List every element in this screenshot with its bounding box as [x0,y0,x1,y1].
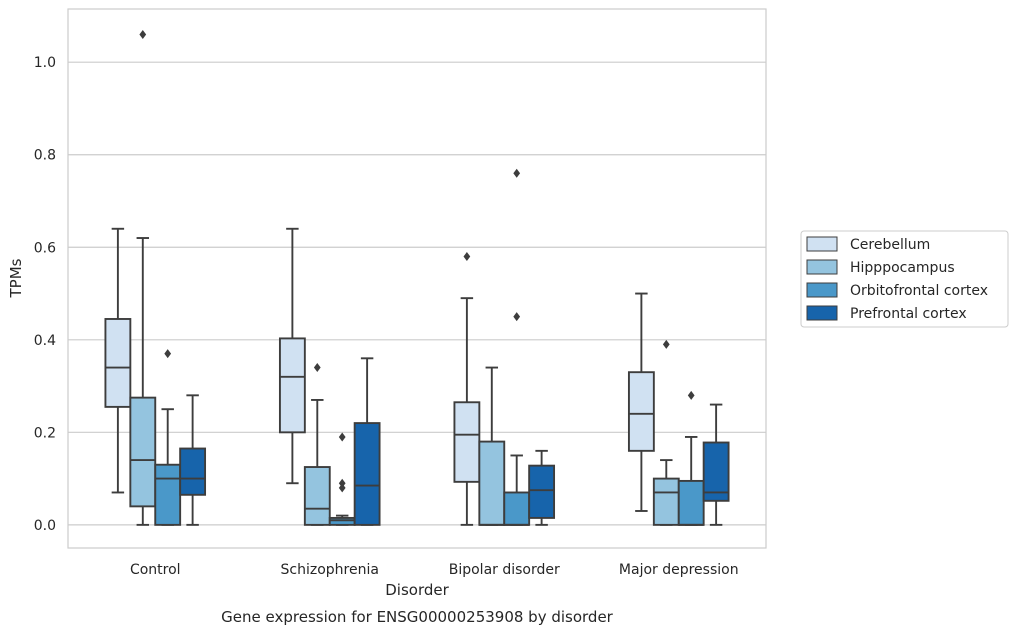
box-group [677,390,705,526]
outlier-point [513,168,521,178]
x-tick-label: Bipolar disorder [449,562,560,578]
box-plots [104,29,730,526]
legend-label: Cerebellum [850,237,930,253]
x-axis-label: Disorder [385,581,449,599]
x-tick-label: Schizophrenia [281,562,379,578]
box-group [303,363,331,526]
plot-frame [67,8,767,549]
box [478,440,506,526]
outlier-point [338,432,346,442]
box-group [503,168,531,526]
box-group [278,227,306,485]
x-tick-label: Major depression [619,562,739,578]
legend-swatch [806,259,838,275]
box-group [129,29,157,526]
box [104,318,132,408]
box-group [453,252,481,526]
y-tick-label: 0.4 [34,333,56,349]
y-axis-ticks: 0.0 0.2 0.4 0.6 0.8 1.0 [34,55,56,534]
box [278,337,306,434]
legend-label: Prefrontal cortex [850,306,967,322]
box [453,401,481,483]
legend-swatch [806,305,838,321]
legend-frame [800,230,1009,328]
box [528,464,556,519]
legend-label: Hipppocampus [850,260,955,276]
legend: Cerebellum Hipppocampus Orbitofrontal cort… [800,230,1009,328]
outlier-point [164,349,172,359]
box [328,516,356,526]
legend-label: Orbitofrontal cortex [850,283,988,299]
y-tick-label: 0.6 [34,240,56,256]
box-group [652,339,680,526]
box [652,477,680,526]
box [154,463,182,526]
outlier-point [687,390,695,400]
box-group [627,292,655,512]
box-group [154,349,182,526]
y-axis-label: TPMs [7,258,25,298]
legend-swatch [806,282,838,298]
box [503,491,531,526]
box [677,479,705,526]
box [179,447,207,496]
legend-swatch [806,236,838,252]
gridlines [68,61,766,526]
outlier-point [139,29,147,39]
outlier-point [463,252,471,262]
y-tick-label: 0.8 [34,148,56,164]
outlier-point [338,483,346,493]
outlier-point [662,339,670,349]
outlier-point [338,478,346,488]
chart-caption: Gene expression for ENSG00000253908 by d… [221,608,614,626]
box [129,396,157,508]
box [702,441,730,502]
box [303,466,331,526]
outlier-point [313,363,321,373]
x-tick-label: Control [130,562,181,578]
box [353,422,381,526]
y-tick-label: 1.0 [34,55,56,71]
y-tick-label: 0.0 [34,518,56,534]
box-group [328,432,356,526]
box-group [179,394,207,526]
box-group [104,227,132,494]
x-axis-ticks: Control Schizophrenia Bipolar disorder Majo… [130,562,739,578]
box-group [528,449,556,526]
box-group [702,403,730,526]
box-group [478,366,506,526]
outlier-point [513,312,521,322]
y-tick-label: 0.2 [34,425,56,441]
box-group [353,357,381,526]
box [627,371,655,452]
